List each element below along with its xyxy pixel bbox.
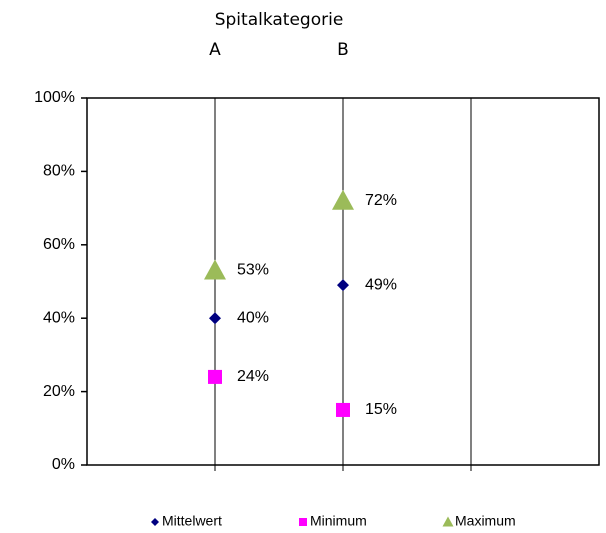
legend-label: Mittelwert xyxy=(162,513,222,529)
marker-diamond xyxy=(337,279,349,292)
marker-square xyxy=(299,518,307,526)
marker-triangle xyxy=(442,516,454,527)
legend-label: Maximum xyxy=(455,513,516,529)
marker-triangle xyxy=(332,189,354,210)
y-tick-label: 80% xyxy=(43,163,75,180)
y-tick-label: 40% xyxy=(43,309,75,326)
marker-diamond xyxy=(151,518,159,526)
data-label: 40% xyxy=(237,309,269,326)
legend-label: Minimum xyxy=(310,513,367,529)
data-label: 49% xyxy=(365,276,397,293)
data-label: 72% xyxy=(365,192,397,209)
marker-square xyxy=(208,369,222,384)
y-tick-label: 100% xyxy=(34,89,75,106)
y-tick-label: 0% xyxy=(52,456,75,473)
chart-title: Spitalkategorie xyxy=(215,10,344,30)
data-label: 24% xyxy=(237,368,269,385)
marker-triangle xyxy=(204,259,226,280)
y-tick-label: 20% xyxy=(43,383,75,400)
x-tick-label: B xyxy=(337,40,349,60)
marker-square xyxy=(336,402,350,417)
marker-diamond xyxy=(209,312,221,325)
x-tick-label: A xyxy=(209,40,221,60)
data-label: 53% xyxy=(237,262,269,279)
y-tick-label: 60% xyxy=(43,236,75,253)
data-label: 15% xyxy=(365,401,397,418)
